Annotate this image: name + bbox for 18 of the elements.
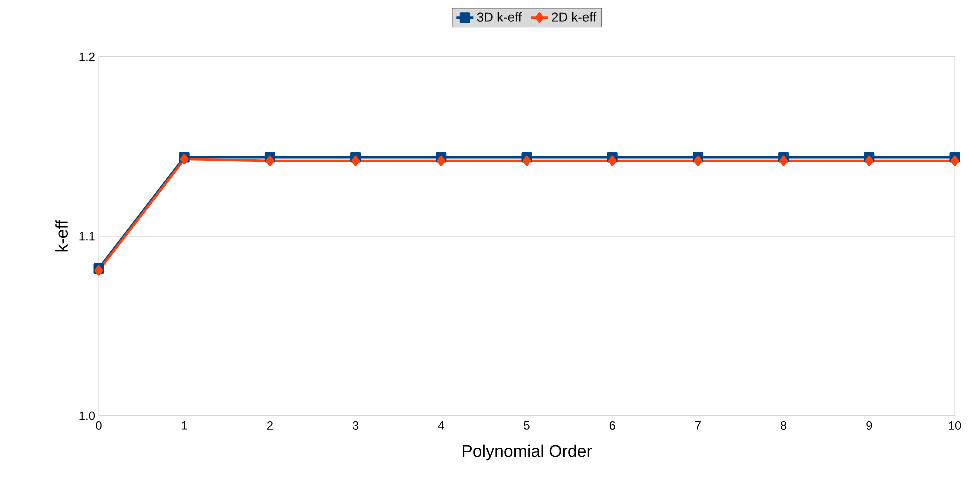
x-tick-label: 5 (524, 422, 530, 430)
x-axis-title: Polynomial Order (462, 444, 592, 461)
x-tick-label: 3 (352, 422, 359, 430)
legend-label: 2D k-eff (552, 12, 597, 22)
y-tick-label: 1.2 (80, 52, 95, 62)
x-tick-label: 0 (96, 422, 102, 430)
x-tick-label: 7 (695, 422, 701, 430)
x-tick-label: 10 (949, 422, 962, 430)
x-tick-label: 8 (781, 422, 787, 430)
legend-label: 3D k-eff (477, 12, 522, 22)
y-tick-label: 1.1 (80, 232, 95, 241)
x-tick-label: 9 (866, 422, 872, 430)
x-tick-label: 4 (438, 422, 444, 430)
y-tick-label: 1.0 (80, 412, 96, 420)
x-tick-label: 6 (610, 422, 616, 430)
x-tick-label: 2 (267, 422, 273, 430)
y-axis-title: k-eff (56, 220, 68, 252)
x-tick-label: 1 (182, 422, 188, 430)
